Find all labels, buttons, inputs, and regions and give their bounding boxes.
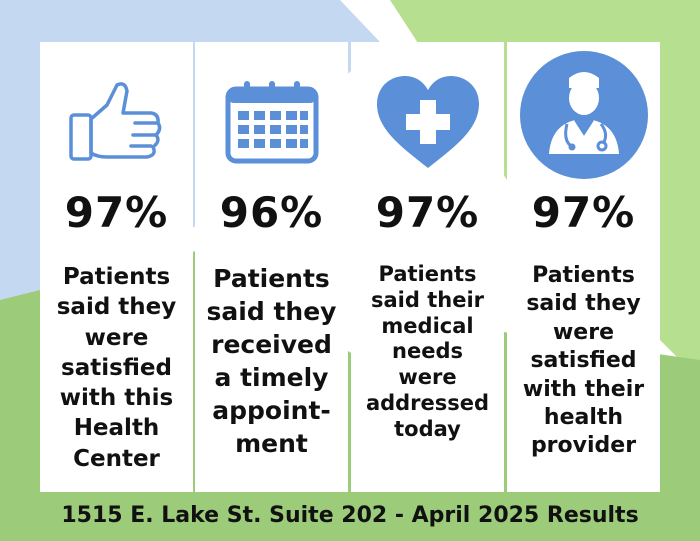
stat-card-timely-appointment: 96% Patients said they received a timely…	[195, 42, 348, 492]
stat-value: 96%	[219, 188, 324, 237]
stat-description: Patients said they received a timely app…	[206, 264, 337, 458]
footer-results-caption: 1515 E. Lake St. Suite 202 - April 2025 …	[61, 503, 639, 528]
stat-card-satisfied-provider: 97% Patients said they were satisfied wi…	[507, 42, 660, 492]
stat-description: Patients said they were satisfied with t…	[522, 263, 645, 459]
thumbs-up-icon	[40, 72, 193, 172]
calendar-icon	[195, 72, 348, 172]
stat-description: Patients said their medical needs were a…	[365, 262, 490, 441]
stat-card-satisfied-health-center: 97% Patients said they were satisfied wi…	[40, 42, 193, 492]
stat-value: 97%	[531, 188, 636, 237]
stat-value: 97%	[64, 188, 169, 237]
stat-card-medical-needs: 97% Patients said their medical needs we…	[351, 42, 504, 492]
stat-description: Patients said they were satisfied with t…	[56, 264, 177, 472]
doctor-icon	[507, 51, 660, 179]
stat-value: 97%	[375, 188, 480, 237]
heart-cross-icon	[351, 72, 504, 172]
